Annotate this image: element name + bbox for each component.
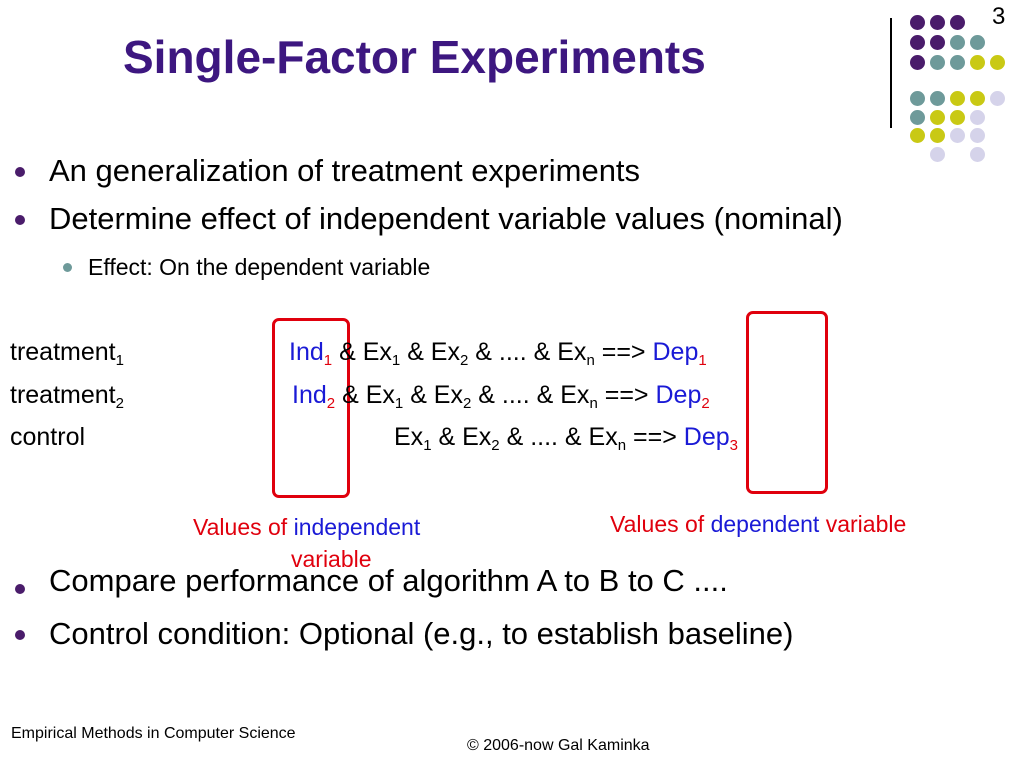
row-expression-treatment-1: Ind1 & Ex1 & Ex2 & .... & Exn ==> Dep1 bbox=[289, 338, 707, 369]
decor-dot bbox=[970, 55, 985, 70]
decor-dot bbox=[930, 15, 945, 30]
bullet-dot-icon bbox=[15, 584, 25, 594]
row-label-treatment-2: treatment2 bbox=[10, 381, 124, 412]
decor-dot bbox=[990, 91, 1005, 106]
bullet-control-condition: Control condition: Optional (e.g., to es… bbox=[49, 616, 794, 651]
sub-bullet-effect: Effect: On the dependent variable bbox=[88, 254, 431, 280]
decor-dot bbox=[990, 55, 1005, 70]
decor-dot bbox=[910, 128, 925, 143]
bullet-dot-icon bbox=[15, 630, 25, 640]
decor-dot bbox=[930, 147, 945, 162]
footer-copyright: © 2006-now Gal Kaminka bbox=[467, 737, 650, 754]
bullet-dot-icon bbox=[15, 215, 25, 225]
row-expression-treatment-2: Ind2 & Ex1 & Ex2 & .... & Exn ==> Dep2 bbox=[292, 381, 710, 412]
decor-dot bbox=[950, 15, 965, 30]
caption-independent-variable: variable bbox=[291, 546, 372, 572]
slide-number: 3 bbox=[992, 3, 1006, 30]
decor-dot bbox=[930, 128, 945, 143]
bullet-determine-effect: Determine effect of independent variable… bbox=[49, 201, 843, 236]
decor-dot bbox=[910, 15, 925, 30]
decor-dot bbox=[910, 35, 925, 50]
row-expression-control: Ex1 & Ex2 & .... & Exn ==> Dep3 bbox=[394, 423, 739, 454]
decor-dot bbox=[950, 55, 965, 70]
dep-term: Dep3 bbox=[683, 423, 739, 454]
dep-term: Dep2 bbox=[655, 381, 710, 412]
decor-dot bbox=[910, 110, 925, 125]
decor-dot bbox=[930, 91, 945, 106]
decor-dot bbox=[930, 110, 945, 125]
bullet-compare-performance: Compare performance of algorithm A to B … bbox=[49, 563, 728, 598]
decor-dot bbox=[970, 91, 985, 106]
decor-dot bbox=[970, 128, 985, 143]
decor-dot bbox=[950, 110, 965, 125]
ind-term: Ind1 bbox=[289, 338, 333, 369]
decor-dot bbox=[950, 128, 965, 143]
bullet-dot-icon bbox=[15, 167, 25, 177]
dependent-values-box bbox=[746, 311, 828, 494]
decor-dot bbox=[950, 91, 965, 106]
ind-term: Ind2 bbox=[292, 381, 336, 412]
title-divider-line bbox=[890, 18, 892, 128]
row-label-treatment-1: treatment1 bbox=[10, 338, 124, 369]
independent-values-box bbox=[272, 318, 350, 498]
caption-independent: Values of independent bbox=[193, 514, 421, 540]
decor-dot bbox=[930, 55, 945, 70]
sub-bullet-dot-icon bbox=[63, 263, 72, 272]
decor-dot bbox=[930, 35, 945, 50]
caption-dependent: Values of dependent variable bbox=[610, 511, 907, 537]
bullet-generalization: An generalization of treatment experimen… bbox=[49, 153, 641, 188]
decor-dot bbox=[950, 35, 965, 50]
slide-title: Single-Factor Experiments bbox=[123, 31, 706, 83]
decor-dot bbox=[970, 110, 985, 125]
footer-course: Empirical Methods in Computer Science bbox=[11, 725, 296, 742]
decor-dot bbox=[970, 147, 985, 162]
row-label-control: control bbox=[10, 423, 86, 451]
decor-dot bbox=[910, 91, 925, 106]
dep-term: Dep1 bbox=[652, 338, 707, 369]
decor-dot bbox=[910, 55, 925, 70]
decor-dot bbox=[970, 35, 985, 50]
